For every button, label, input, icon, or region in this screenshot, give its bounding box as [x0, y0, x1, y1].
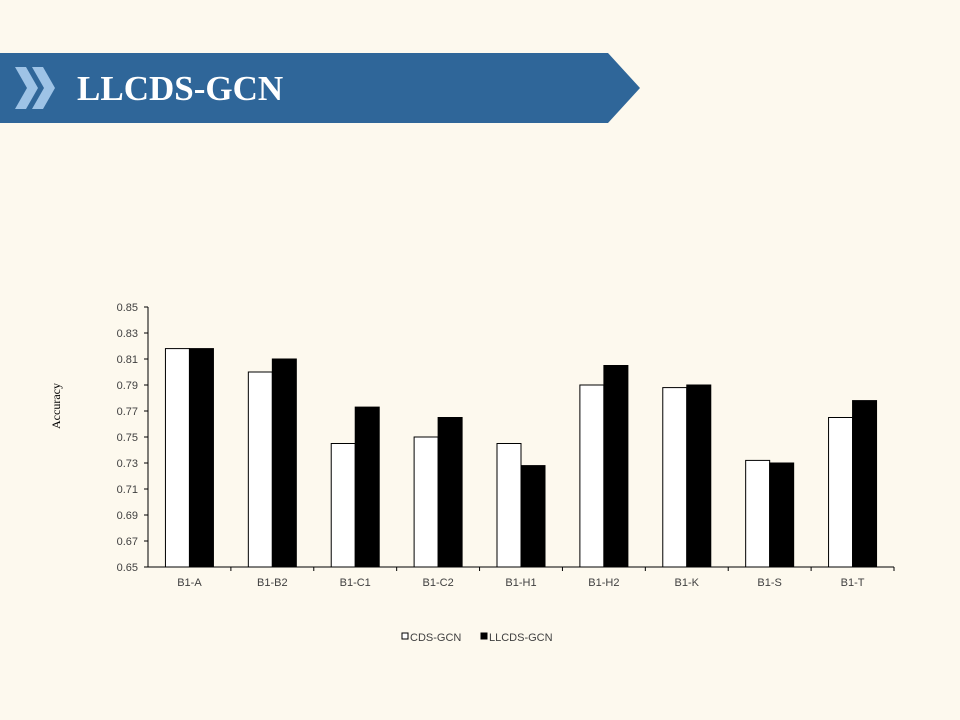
- legend-swatch-cds-gcn: [401, 632, 409, 640]
- bar-cds-gcn-b1-c1: [330, 443, 356, 568]
- bar-cds-gcn-b1-s: [745, 459, 771, 568]
- y-tick-label: 0.75: [117, 432, 138, 444]
- bar-llcds-gcn-b1-c1: [354, 406, 380, 568]
- x-tick-label: B1-C1: [340, 577, 371, 589]
- y-tick-label: 0.73: [117, 458, 138, 470]
- legend-swatch-llcds-gcn: [480, 632, 488, 640]
- bar-llcds-gcn-b1-t: [852, 400, 878, 568]
- x-tick-label: B1-S: [757, 577, 781, 589]
- legend-label: CDS-GCN: [410, 632, 461, 644]
- bar-cds-gcn-b1-h1: [496, 443, 522, 568]
- x-tick-label: B1-H1: [505, 577, 536, 589]
- y-axis-label: Accuracy: [49, 383, 63, 429]
- bar-cds-gcn-b1-b2: [247, 371, 273, 568]
- y-tick-label: 0.79: [117, 380, 138, 392]
- chevron-icon: [15, 67, 55, 109]
- slide-title: LLCDS-GCN: [77, 69, 284, 108]
- bar-cds-gcn-b1-h2: [579, 384, 605, 568]
- title-banner: [0, 53, 640, 123]
- y-tick-label: 0.67: [117, 536, 138, 548]
- y-tick-label: 0.77: [117, 406, 138, 418]
- bar-llcds-gcn-b1-h2: [603, 365, 629, 568]
- y-tick-label: 0.85: [117, 302, 138, 314]
- bar-cds-gcn-b1-a: [164, 348, 190, 568]
- x-tick-label: B1-K: [675, 577, 700, 589]
- bar-cds-gcn-b1-k: [662, 387, 688, 568]
- y-tick-label: 0.83: [117, 328, 138, 340]
- y-tick-label: 0.69: [117, 510, 138, 522]
- x-tick-label: B1-T: [841, 577, 865, 589]
- bar-llcds-gcn-b1-h1: [520, 465, 546, 568]
- bar-llcds-gcn-b1-b2: [271, 358, 297, 568]
- bar-llcds-gcn-b1-a: [188, 348, 214, 568]
- bar-llcds-gcn-b1-k: [686, 384, 712, 568]
- bar-cds-gcn-b1-t: [828, 417, 854, 568]
- bar-llcds-gcn-b1-s: [769, 462, 795, 568]
- x-tick-label: B1-H2: [588, 577, 619, 589]
- y-tick-label: 0.65: [117, 562, 138, 574]
- bar-cds-gcn-b1-c2: [413, 436, 439, 568]
- banner-shape: [0, 53, 640, 123]
- bar-llcds-gcn-b1-c2: [437, 417, 463, 568]
- y-tick-label: 0.81: [117, 354, 138, 366]
- y-tick-label: 0.71: [117, 484, 138, 496]
- legend-label: LLCDS-GCN: [489, 632, 553, 644]
- x-tick-label: B1-C2: [423, 577, 454, 589]
- x-tick-label: B1-A: [177, 577, 202, 589]
- x-tick-label: B1-B2: [257, 577, 288, 589]
